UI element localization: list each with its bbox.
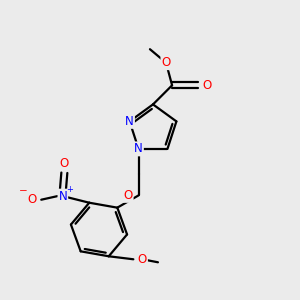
Text: O: O — [60, 157, 69, 170]
Text: +: + — [66, 185, 73, 194]
Text: O: O — [161, 56, 171, 69]
Text: N: N — [58, 190, 67, 202]
Text: −: − — [19, 186, 28, 196]
Text: O: O — [138, 253, 147, 266]
Text: O: O — [28, 193, 37, 206]
Text: O: O — [123, 189, 133, 202]
Text: N: N — [134, 142, 143, 155]
Text: N: N — [125, 115, 134, 128]
Text: O: O — [202, 79, 211, 92]
